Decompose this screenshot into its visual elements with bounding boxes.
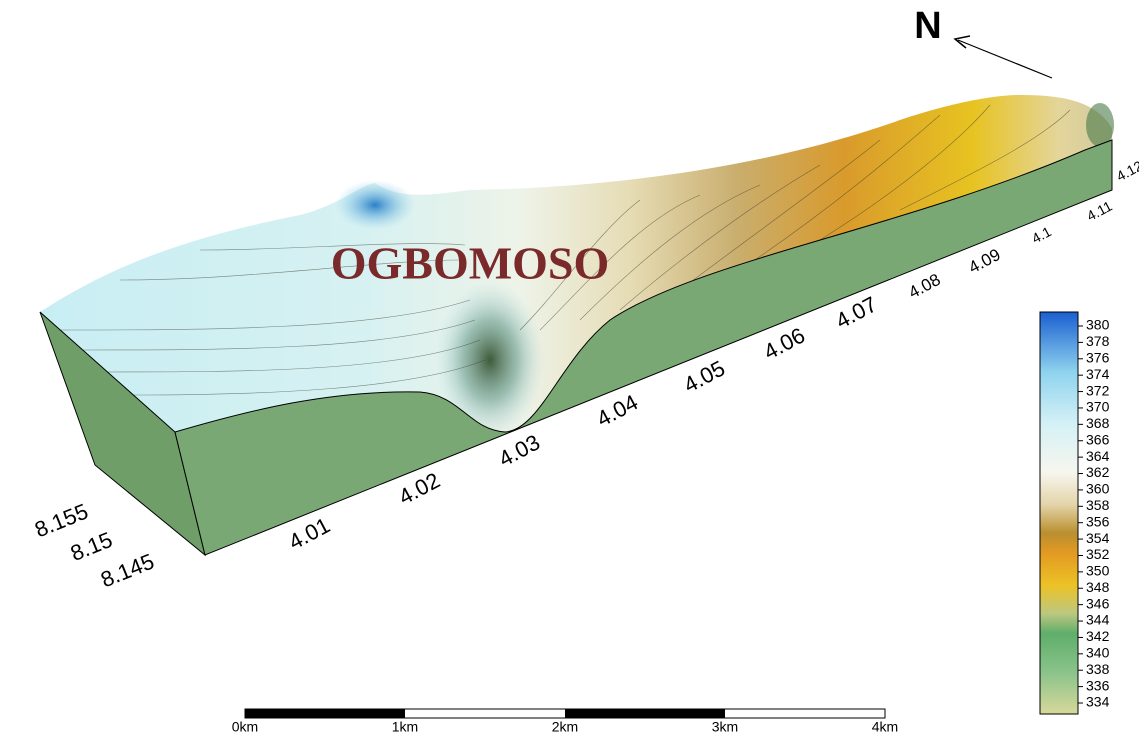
scale-bar-segment xyxy=(565,709,725,718)
colorbar-tick-label: 372 xyxy=(1086,382,1110,398)
scale-bar-label: 4km xyxy=(872,719,898,735)
colorbar-tick-label: 340 xyxy=(1086,645,1110,661)
colorbar-tick-label: 354 xyxy=(1086,530,1110,546)
colorbar-tick-label: 374 xyxy=(1086,366,1110,382)
scale-bar-label: 2km xyxy=(552,719,578,735)
terrain-surface xyxy=(40,95,1112,432)
north-arrowhead xyxy=(953,35,971,49)
colorbar-tick-label: 344 xyxy=(1086,612,1110,628)
scale-bar-segment xyxy=(245,709,405,718)
colorbar-tick-label: 366 xyxy=(1086,431,1110,447)
colorbar-tick-label: 380 xyxy=(1086,317,1110,333)
longitude-label: 4.08 xyxy=(905,270,943,302)
contours xyxy=(59,104,1071,396)
colorbar-tick-label: 348 xyxy=(1086,579,1110,595)
colorbar-tick-label: 364 xyxy=(1086,448,1110,464)
colorbar-tick-label: 356 xyxy=(1086,513,1110,529)
longitude-label: 4.11 xyxy=(1084,198,1115,225)
colorbar-tick-label: 336 xyxy=(1086,677,1110,693)
colorbar-tick-label: 342 xyxy=(1086,628,1110,644)
colorbar-tick-label: 362 xyxy=(1086,464,1110,480)
colorbar-tick-label: 338 xyxy=(1086,661,1110,677)
longitude-label: 4.12 xyxy=(1114,157,1139,184)
north-arrow xyxy=(957,39,1053,79)
latitude-label: 8.15 xyxy=(67,527,116,566)
colorbar-tick-label: 370 xyxy=(1086,399,1110,415)
longitude-label: 4.1 xyxy=(1029,223,1054,246)
colorbar-tick-label: 334 xyxy=(1086,694,1110,710)
colorbar-tick-label: 352 xyxy=(1086,546,1110,562)
north-label: N xyxy=(914,5,941,47)
latitude-label: 8.145 xyxy=(97,549,157,593)
scale-bar-label: 3km xyxy=(712,719,738,735)
colorbar-tick-label: 360 xyxy=(1086,481,1110,497)
block-front-face xyxy=(174,139,1113,556)
valley xyxy=(1086,103,1114,147)
scale-bar-label: 0km xyxy=(232,719,258,735)
scale-bar-label: 1km xyxy=(392,719,418,735)
longitude-label: 4.05 xyxy=(679,355,729,397)
colorbar-tick-label: 346 xyxy=(1086,595,1110,611)
longitude-label: 4.09 xyxy=(965,245,1003,277)
map-title: OGBOMOSO xyxy=(331,238,610,289)
colorbar-tick-label: 350 xyxy=(1086,563,1110,579)
colorbar xyxy=(1039,311,1079,715)
colorbar-tick-label: 378 xyxy=(1086,333,1110,349)
colorbar-tick-label: 368 xyxy=(1086,415,1110,431)
peak xyxy=(335,180,415,230)
colorbar-tick-label: 358 xyxy=(1086,497,1110,513)
colorbar-tick-label: 376 xyxy=(1086,349,1110,365)
valley xyxy=(435,280,545,440)
